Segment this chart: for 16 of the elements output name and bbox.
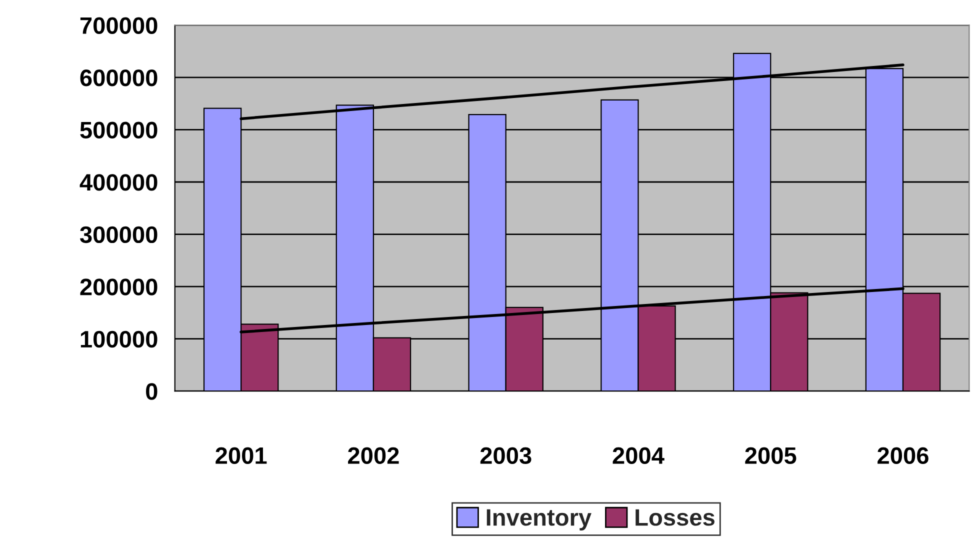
y-tick-label: 500000: [80, 122, 158, 139]
x-tick-label: 2003: [480, 447, 532, 464]
x-tick-label: 2001: [216, 447, 267, 464]
x-tick-label: 2004: [612, 447, 664, 464]
y-tick-label: 0: [146, 383, 158, 400]
x-tick-label: 2005: [745, 447, 796, 464]
y-tick-label: 100000: [80, 330, 158, 348]
y-tick-label: 200000: [80, 278, 158, 296]
y-tick-label: 300000: [80, 226, 158, 244]
x-tick-label: 2002: [348, 447, 399, 464]
x-tick-label: 2006: [878, 447, 928, 464]
y-tick-label: 600000: [80, 70, 158, 86]
legend-label: Inventory: [486, 509, 592, 530]
y-tick-label: 700000: [80, 17, 158, 34]
y-tick-label: 400000: [80, 174, 158, 191]
legend-label: Losses: [636, 509, 714, 526]
